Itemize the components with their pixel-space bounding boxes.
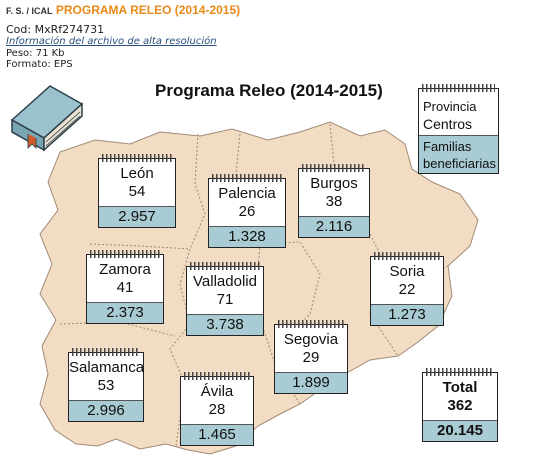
legend-families: Familias beneficiarias	[419, 135, 498, 173]
province-card-segovia: Segovia 29 1.899	[274, 320, 348, 394]
spiral-binding	[374, 252, 440, 260]
format-label: Formato: EPS	[6, 59, 73, 70]
spiral-binding	[302, 164, 366, 172]
families-count: 3.738	[187, 314, 263, 335]
province-name: Valladolid	[193, 273, 257, 290]
book-icon	[10, 85, 84, 152]
province-name: Zamora	[99, 261, 151, 278]
province-name: Palencia	[218, 185, 276, 202]
province-card-burgos: Burgos 38 2.116	[298, 164, 370, 238]
spiral-binding	[426, 368, 494, 376]
figure-title: Programa Releo (2014-2015)	[155, 81, 383, 100]
spiral-binding	[72, 348, 140, 356]
families-count: 1.899	[275, 372, 347, 393]
province-name: Salamanca	[69, 359, 145, 376]
total-centers: 362	[447, 397, 473, 414]
province-card-zamora: Zamora 41 2.373	[86, 250, 164, 324]
header-title: PROGRAMA RELEO (2014-2015)	[55, 3, 241, 17]
hires-info-link[interactable]: Información del archivo de alta resoluci…	[6, 36, 217, 47]
centers-count: 41	[116, 279, 134, 296]
spiral-binding	[278, 320, 344, 328]
spiral-binding	[212, 174, 282, 182]
families-count: 2.116	[299, 216, 369, 237]
centers-count: 29	[302, 349, 320, 366]
infographic: Programa Releo (2014-2015) Provincia Cen…	[0, 74, 555, 467]
centers-count: 38	[325, 193, 343, 210]
families-count: 2.957	[99, 206, 175, 227]
families-count: 2.996	[69, 400, 143, 421]
province-card-soria: Soria 22 1.273	[370, 252, 444, 326]
total-families: 20.145	[423, 420, 497, 441]
spiral-binding	[190, 262, 260, 270]
spiral-binding	[184, 372, 250, 380]
centers-count: 28	[208, 401, 226, 418]
province-name: Burgos	[310, 175, 358, 192]
spiral-binding	[102, 154, 172, 162]
centers-count: 53	[97, 377, 115, 394]
families-count: 1.465	[181, 424, 253, 445]
province-name: Soria	[389, 263, 425, 280]
families-count: 2.373	[87, 302, 163, 323]
province-card-valladolid: Valladolid 71 3.738	[186, 262, 264, 336]
province-name: Ávila	[200, 383, 234, 400]
families-count: 1.328	[209, 226, 285, 247]
centers-count: 54	[128, 183, 146, 200]
weight-label: Peso: 71 Kb	[6, 48, 65, 59]
province-card-leon: León 54 2.957	[98, 154, 176, 228]
province-name: León	[120, 165, 154, 182]
spiral-binding	[422, 84, 495, 92]
legend-centers: Centros	[423, 116, 473, 132]
header-line: F. S. / ICAL PROGRAMA RELEO (2014-2015)	[6, 3, 240, 17]
legend-province: Provincia	[423, 99, 477, 114]
total-card: Total 362 20.145	[422, 368, 498, 442]
province-card-salamanca: Salamanca 53 2.996	[68, 348, 145, 422]
spiral-binding	[90, 250, 160, 258]
families-count: 1.273	[371, 304, 443, 325]
centers-count: 22	[398, 281, 416, 298]
total-label: Total	[442, 379, 478, 396]
province-card-avila: Ávila 28 1.465	[180, 372, 254, 446]
province-name: Segovia	[283, 331, 339, 348]
centers-count: 26	[238, 203, 256, 220]
source-label: F. S. / ICAL	[6, 6, 53, 16]
province-card-palencia: Palencia 26 1.328	[208, 174, 286, 248]
code-label: Cod: MxRf274731	[6, 23, 105, 36]
centers-count: 71	[216, 291, 234, 308]
legend-card: Provincia Centros Familias beneficiarias	[418, 84, 499, 174]
